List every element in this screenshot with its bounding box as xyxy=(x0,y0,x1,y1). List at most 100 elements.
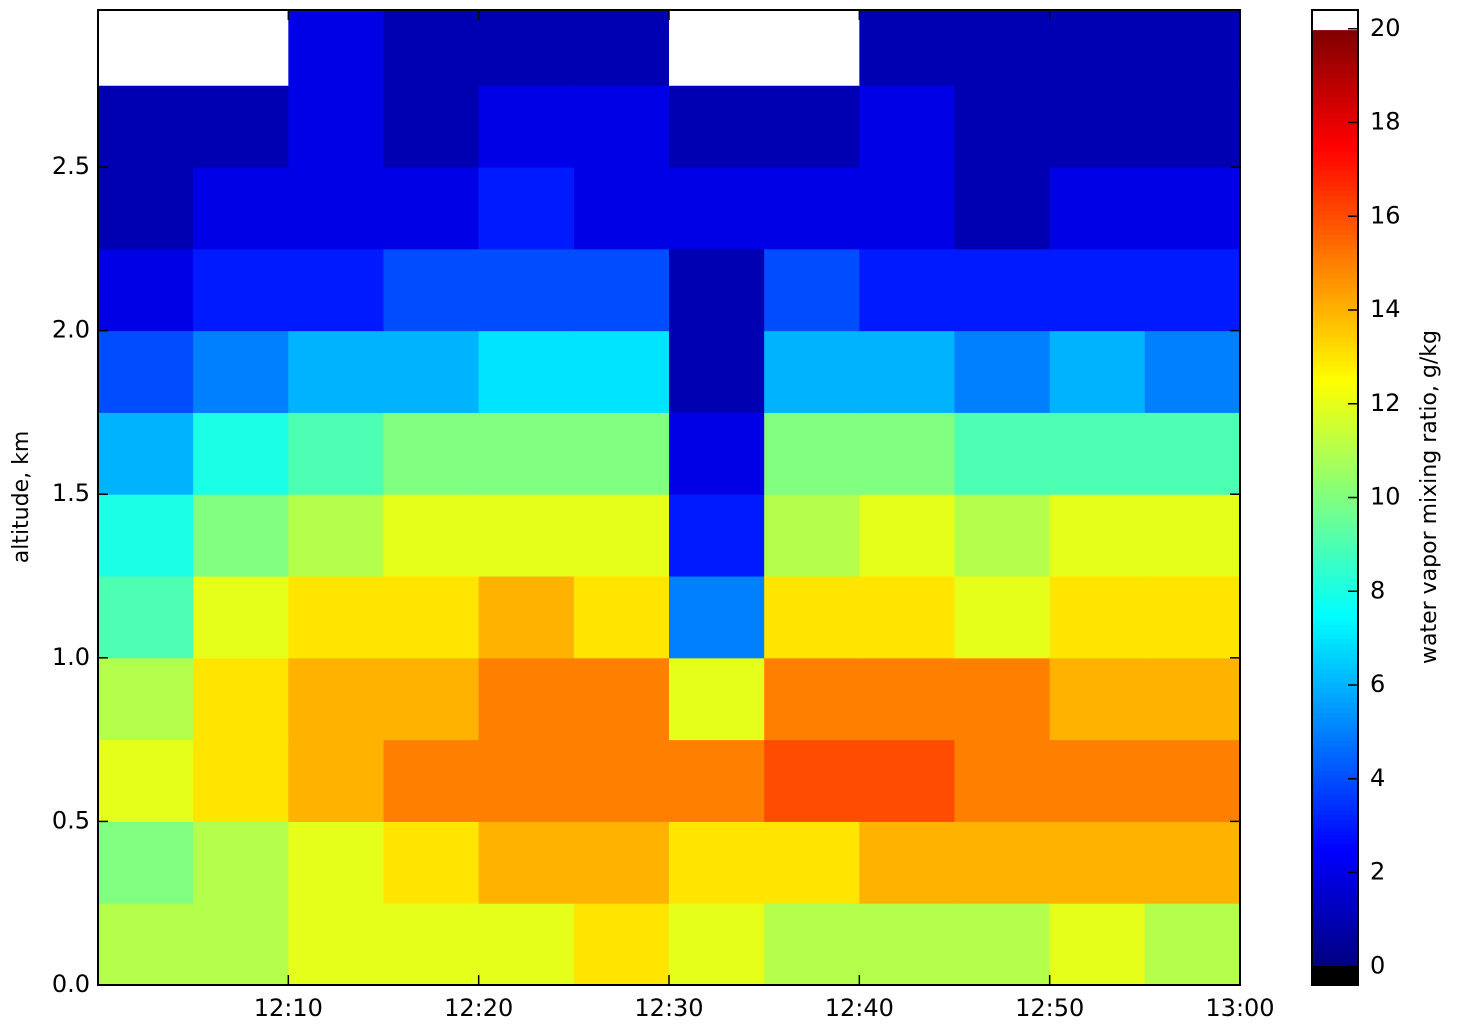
y-tick-label: 0.5 xyxy=(52,806,90,834)
colorbar-stripe xyxy=(1312,721,1358,728)
colorbar-tick-label: 6 xyxy=(1370,670,1385,698)
cell xyxy=(1144,657,1240,741)
cell xyxy=(288,167,384,250)
colorbar-stripe xyxy=(1312,395,1358,401)
colorbar-stripe xyxy=(1312,570,1358,577)
cell xyxy=(98,412,194,495)
colorbar-stripe xyxy=(1312,375,1358,382)
colorbar-stripe xyxy=(1312,131,1358,138)
colorbar-stripe xyxy=(1312,365,1358,372)
colorbar-stripe xyxy=(1312,531,1358,538)
y-axis-label: altitude, km xyxy=(9,431,34,564)
colorbar-stripe xyxy=(1312,765,1358,772)
x-tick-label: 12:20 xyxy=(444,994,513,1022)
cell xyxy=(669,10,765,86)
colorbar-stripe xyxy=(1312,122,1358,128)
cell xyxy=(764,576,860,659)
colorbar-stripe xyxy=(1312,390,1358,396)
cell xyxy=(193,248,289,332)
cell xyxy=(954,85,1051,168)
colorbar-stripe xyxy=(1312,931,1358,937)
cell xyxy=(573,903,670,985)
cell xyxy=(859,10,955,86)
colorbar-stripe xyxy=(1312,297,1358,304)
colorbar-stripe xyxy=(1312,127,1358,133)
cell xyxy=(1049,739,1146,822)
cell xyxy=(1049,412,1146,495)
cell xyxy=(288,85,384,168)
colorbar-stripe xyxy=(1312,551,1358,557)
colorbar-stripe xyxy=(1312,702,1358,708)
cell xyxy=(954,248,1051,332)
colorbar-stripe xyxy=(1312,507,1358,513)
cell xyxy=(573,330,670,413)
colorbar-stripe xyxy=(1312,244,1358,250)
colorbar-stripe xyxy=(1312,687,1358,694)
colorbar-stripe xyxy=(1312,361,1358,367)
colorbar-stripe xyxy=(1312,526,1358,533)
colorbar-stripe xyxy=(1312,312,1358,318)
colorbar-stripe xyxy=(1312,585,1358,591)
colorbar-stripe xyxy=(1312,107,1358,113)
cell xyxy=(288,412,384,495)
cell xyxy=(478,330,575,413)
y-tick-label: 1.0 xyxy=(52,643,90,671)
colorbar-stripe xyxy=(1312,326,1358,333)
cell xyxy=(859,167,955,250)
colorbar-stripe xyxy=(1312,892,1358,898)
cell xyxy=(193,739,289,822)
colorbar-stripe xyxy=(1312,439,1358,445)
cell xyxy=(954,412,1051,495)
cell xyxy=(764,167,860,250)
cell xyxy=(764,494,860,577)
colorbar-stripe xyxy=(1312,53,1358,60)
colorbar-stripe xyxy=(1312,63,1358,70)
cell xyxy=(859,576,955,659)
colorbar-stripe xyxy=(1312,73,1358,79)
colorbar-stripe xyxy=(1312,575,1358,581)
colorbar-tick-label: 10 xyxy=(1370,483,1401,511)
colorbar-stripe xyxy=(1312,214,1358,221)
colorbar-stripe xyxy=(1312,546,1358,552)
cell xyxy=(669,248,765,332)
colorbar-stripe xyxy=(1312,897,1358,903)
colorbar-stripe xyxy=(1312,273,1358,279)
colorbar-stripe xyxy=(1312,341,1358,347)
colorbar-stripe xyxy=(1312,726,1358,733)
colorbar-stripe xyxy=(1312,92,1358,99)
colorbar-stripe xyxy=(1312,619,1358,625)
colorbar-stripe xyxy=(1312,853,1358,859)
colorbar-stripe xyxy=(1312,419,1358,425)
colorbar-stripe xyxy=(1312,19,1358,26)
colorbar-stripe xyxy=(1312,336,1358,343)
cell xyxy=(573,10,670,86)
cell xyxy=(193,412,289,495)
colorbar-stripe xyxy=(1312,595,1358,601)
colorbar-stripe xyxy=(1312,541,1358,547)
colorbar-stripe xyxy=(1312,814,1358,820)
colorbar-stripe xyxy=(1312,629,1358,635)
cell xyxy=(383,330,480,413)
cell xyxy=(193,903,289,985)
cell xyxy=(383,494,480,577)
colorbar-stripe xyxy=(1312,692,1358,698)
cell xyxy=(1049,903,1146,985)
cell xyxy=(1049,85,1146,168)
colorbar-stripe xyxy=(1312,200,1358,206)
colorbar-stripe xyxy=(1312,146,1358,152)
colorbar-stripe xyxy=(1312,838,1358,845)
colorbar-stripe xyxy=(1312,712,1358,718)
cell xyxy=(954,10,1051,86)
colorbar-stripe xyxy=(1312,921,1358,928)
cell xyxy=(98,10,194,86)
colorbar-tick-label: 16 xyxy=(1370,201,1401,229)
cell xyxy=(98,657,194,741)
colorbar-stripe xyxy=(1312,83,1358,89)
cell xyxy=(383,657,480,741)
cell xyxy=(859,657,955,741)
cell xyxy=(478,412,575,495)
cell xyxy=(669,821,765,904)
colorbar-stripe xyxy=(1312,794,1358,801)
x-tick-label: 12:40 xyxy=(825,994,894,1022)
colorbar-stripe xyxy=(1312,517,1358,523)
